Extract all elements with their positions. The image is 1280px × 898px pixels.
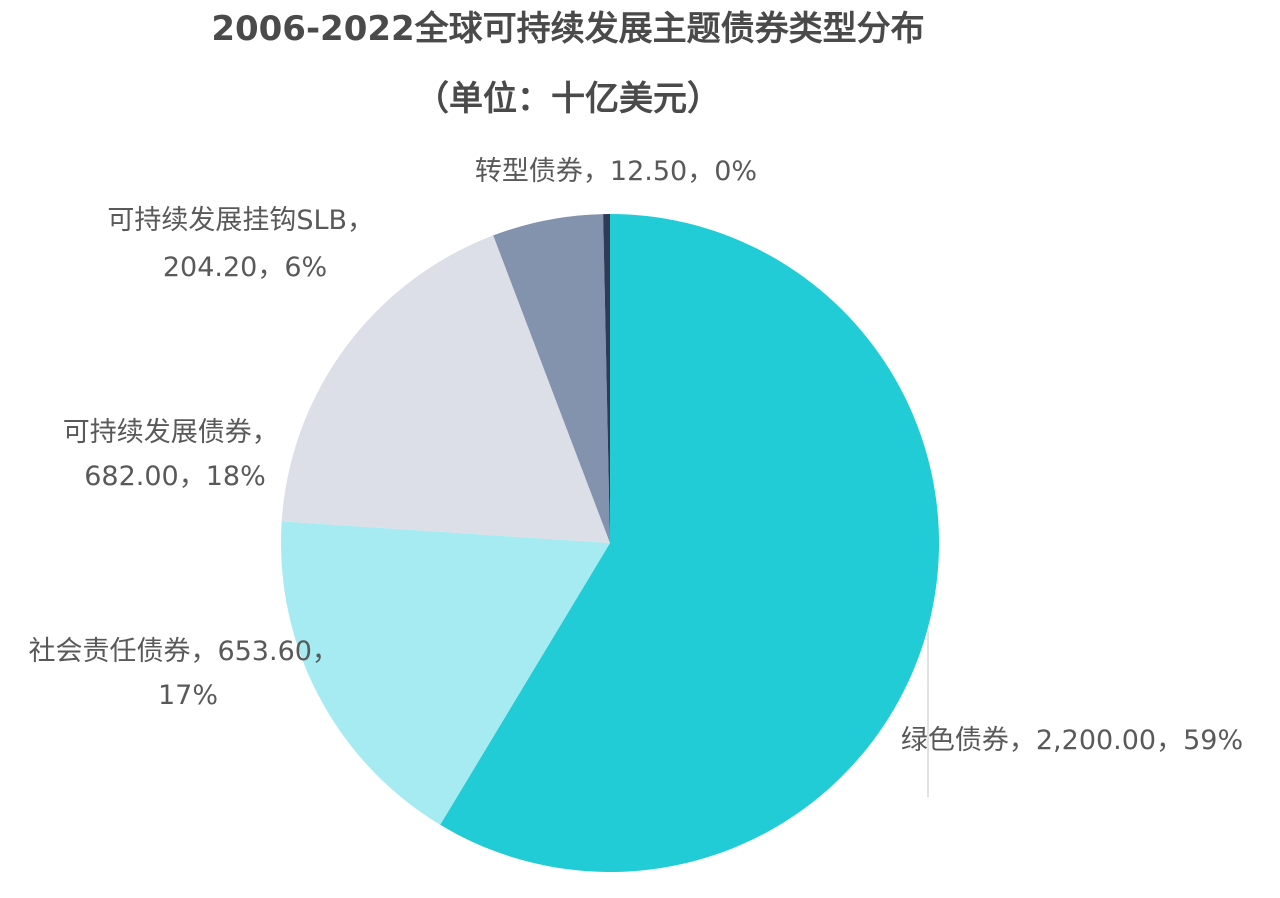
chart-title: 2006-2022全球可持续发展主题债券类型分布 — [211, 9, 925, 49]
slice-green-bonds — [440, 214, 939, 872]
slice-sustainability-bonds — [281, 235, 610, 543]
slice-social-bonds — [281, 521, 610, 825]
slice-slb — [493, 214, 610, 543]
data-label-slb: 可持续发展挂钩SLB， 204.20，6% — [107, 205, 382, 283]
data-label-green: 绿色债券，2,200.00，59% — [901, 725, 1243, 756]
data-label-sustainability: 可持续发展债券， 682.00，18% — [63, 417, 288, 492]
slice-transition-bonds — [603, 214, 610, 543]
chart-subtitle: （单位：十亿美元） — [415, 79, 721, 119]
pie-slices — [281, 214, 939, 872]
data-label-social: 社会责任债券，653.60， 17% — [28, 636, 347, 711]
data-label-transition: 转型债券，12.50，0% — [475, 156, 757, 187]
